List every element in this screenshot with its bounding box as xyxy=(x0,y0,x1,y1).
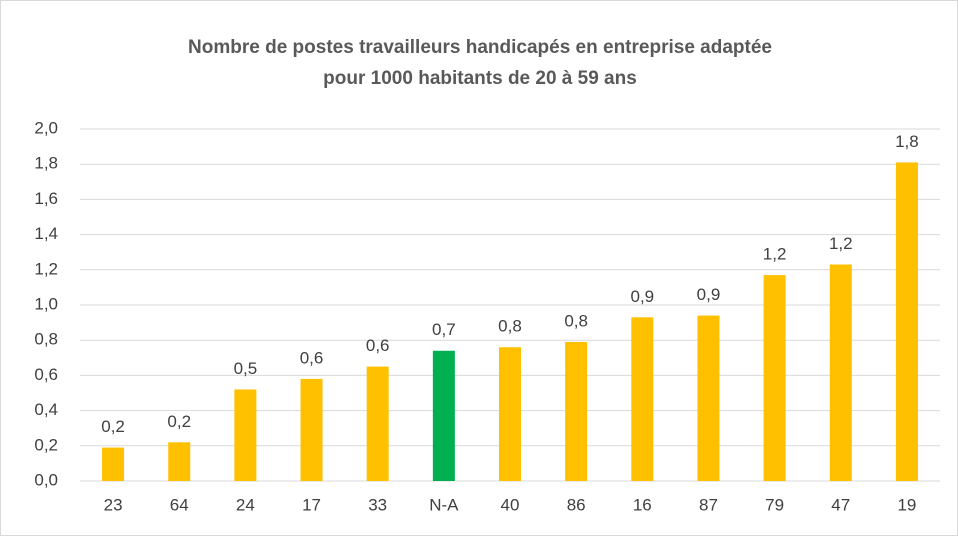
bar xyxy=(763,275,786,481)
x-tick-label: 79 xyxy=(765,495,784,514)
data-label: 1,2 xyxy=(829,234,853,253)
x-tick-label: 64 xyxy=(170,495,189,514)
y-tick-label: 1,8 xyxy=(34,154,58,173)
y-tick-label: 1,4 xyxy=(34,224,58,243)
x-tick-label: 23 xyxy=(104,495,123,514)
bar xyxy=(168,442,191,481)
data-label: 1,2 xyxy=(763,245,787,264)
bar xyxy=(102,447,125,481)
x-tick-label: 86 xyxy=(567,495,586,514)
y-tick-label: 0,8 xyxy=(34,330,58,349)
bar xyxy=(829,264,852,481)
chart-title: Nombre de postes travailleurs handicapés… xyxy=(188,37,772,58)
data-label: 0,8 xyxy=(564,311,588,330)
bar xyxy=(499,347,521,481)
data-label: 0,6 xyxy=(300,348,324,367)
data-label: 0,9 xyxy=(697,285,721,304)
x-tick-label: 40 xyxy=(501,495,520,514)
y-tick-label: 0,2 xyxy=(34,435,58,454)
data-label: 0,9 xyxy=(630,287,654,306)
data-label: 0,6 xyxy=(366,336,390,355)
x-tick-label: 19 xyxy=(897,495,916,514)
x-tick-label: 24 xyxy=(236,495,255,514)
y-tick-label: 0,6 xyxy=(34,365,58,384)
x-tick-label: 17 xyxy=(302,495,321,514)
y-tick-label: 1,0 xyxy=(34,294,58,313)
data-label: 0,7 xyxy=(432,320,456,339)
bar xyxy=(234,389,257,481)
data-label: 0,2 xyxy=(101,417,125,436)
bar xyxy=(366,366,389,481)
x-tick-label: N-A xyxy=(429,495,459,514)
x-tick-label: 47 xyxy=(831,495,850,514)
y-tick-label: 1,2 xyxy=(34,259,58,278)
data-label: 1,8 xyxy=(895,132,919,151)
y-tick-label: 2,0 xyxy=(34,118,58,137)
y-tick-label: 0,0 xyxy=(34,470,58,489)
bar xyxy=(565,341,588,481)
data-label: 0,8 xyxy=(498,317,522,336)
x-tick-label: 33 xyxy=(368,495,387,514)
chart-title: pour 1000 habitants de 20 à 59 ans xyxy=(323,68,637,89)
y-tick-label: 1,6 xyxy=(34,189,58,208)
x-tick-label: 16 xyxy=(633,495,652,514)
bar xyxy=(697,315,720,481)
x-tick-label: 87 xyxy=(699,495,718,514)
bar xyxy=(631,317,654,481)
bar xyxy=(300,378,323,481)
data-label: 0,5 xyxy=(234,359,258,378)
y-tick-label: 0,4 xyxy=(34,400,58,419)
data-label: 0,2 xyxy=(167,412,191,431)
bar xyxy=(432,350,455,481)
bar xyxy=(895,162,918,481)
